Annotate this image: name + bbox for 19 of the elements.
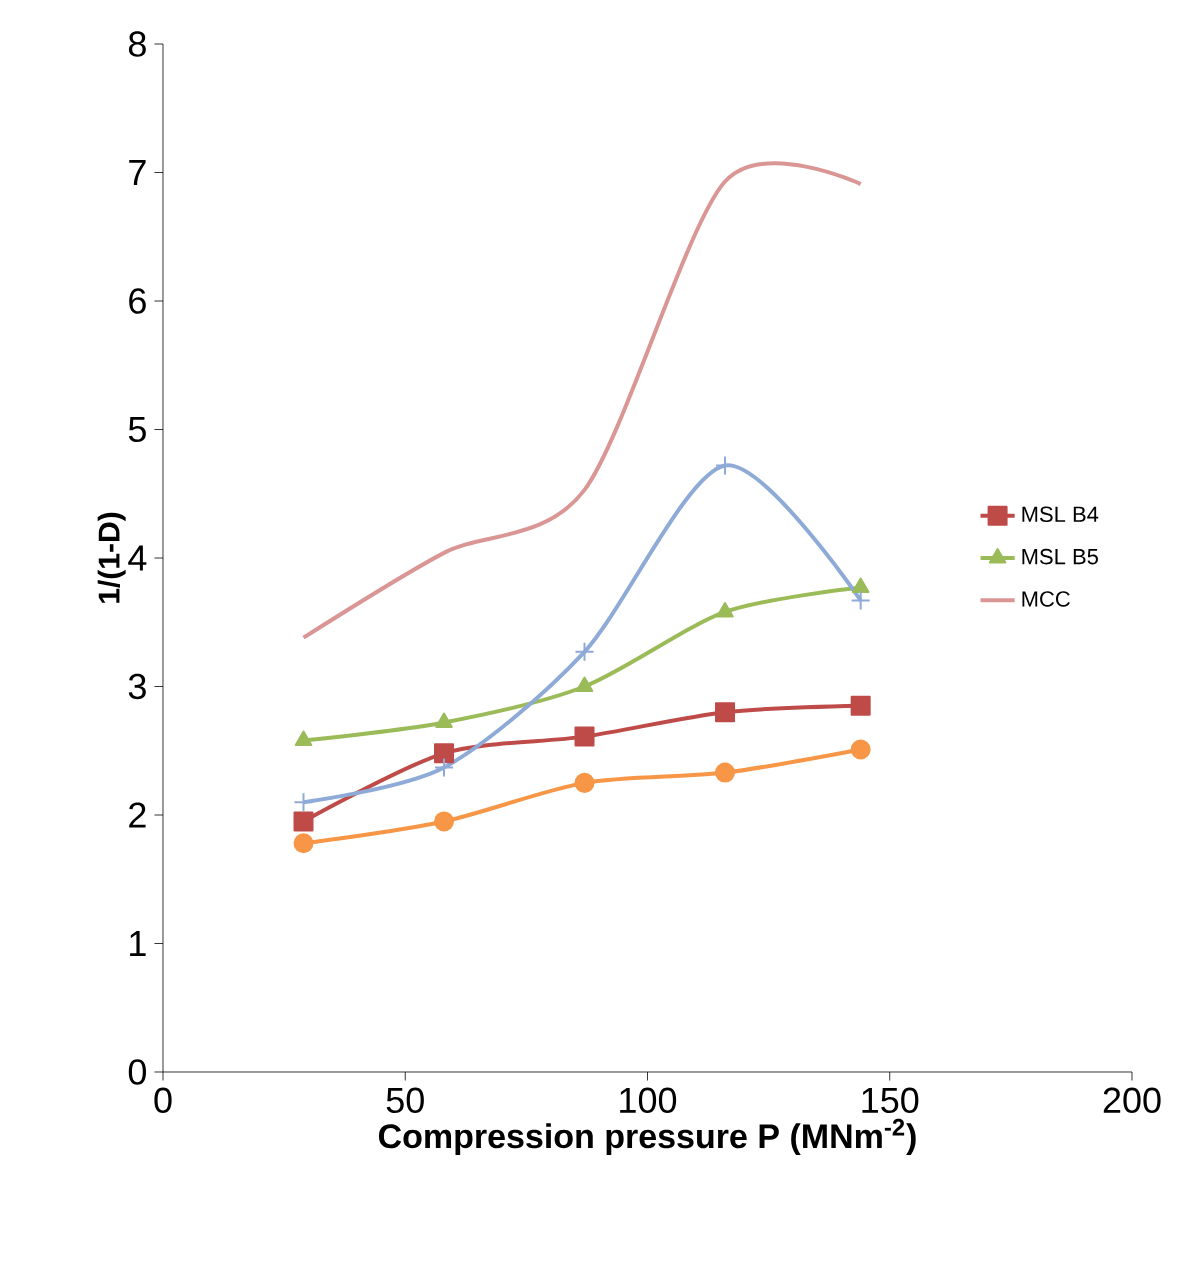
y-tick-label: 2 (129, 802, 146, 828)
legend-label: MSL B5 (1022, 548, 1098, 565)
y-tick-label: 0 (128, 1059, 147, 1085)
y-tick-label: 1 (130, 931, 146, 956)
y-tick-label: 3 (128, 673, 146, 700)
y-tick-label: 4 (128, 545, 147, 571)
x-axis-title: Compression pressure P (MNm$^{-2}$) (378, 1118, 916, 1156)
x-tick-label: 0 (154, 1087, 172, 1114)
legend-label: MSL B4 (1022, 506, 1099, 523)
x-tick-label: 200 (1103, 1087, 1161, 1114)
legend-label: MCC (1022, 591, 1070, 607)
y-tick-label: 5 (128, 416, 146, 443)
y-axis-title: 1/(1-D) (97, 512, 126, 603)
x-tick-label: 50 (386, 1087, 424, 1114)
y-tick-label: 6 (129, 288, 146, 314)
x-tick-label: 100 (620, 1087, 677, 1114)
y-tick-label: 7 (129, 160, 146, 185)
x-tick-label: 150 (862, 1087, 919, 1114)
y-tick-label: 8 (128, 31, 146, 57)
